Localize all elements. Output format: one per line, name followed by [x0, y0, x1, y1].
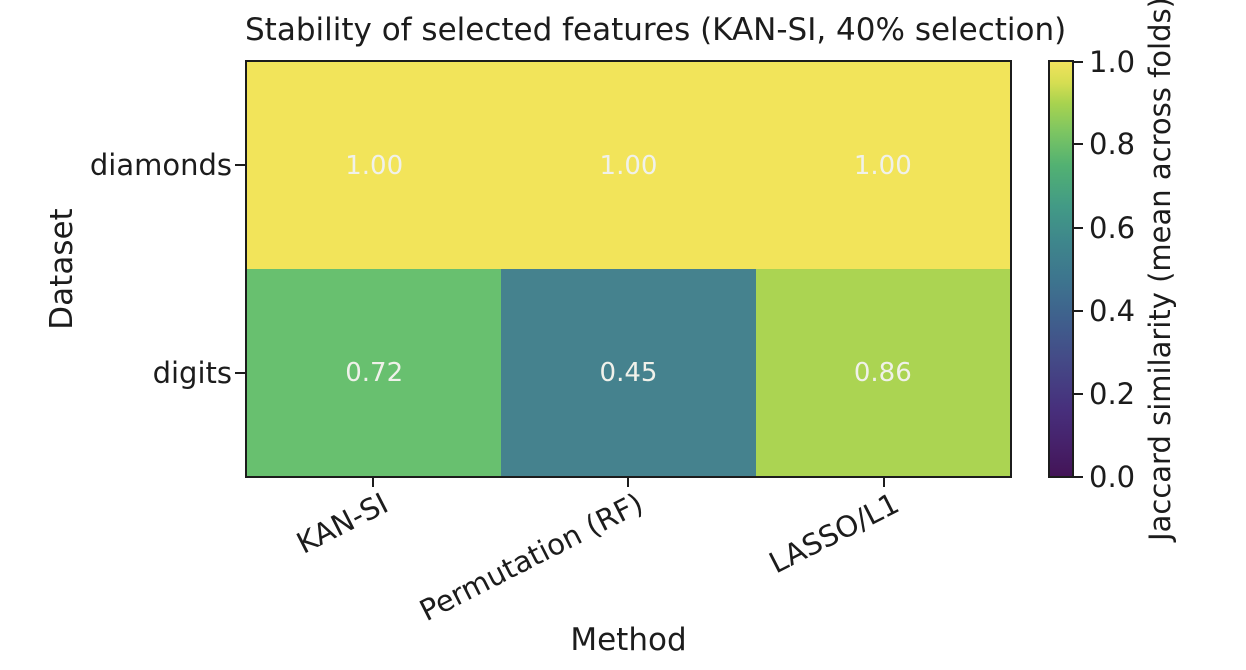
y-tick-label-digits: digits: [152, 356, 232, 390]
cell-value: 0.45: [599, 357, 658, 388]
y-tick-mark-diamonds: [235, 164, 245, 166]
x-tick-mark-kansi: [372, 478, 374, 487]
heatmap-plot-area: 1.00 1.00 1.00 0.72 0.45 0.86: [245, 60, 1012, 478]
colorbar-tick-mark-1_0: [1074, 61, 1083, 63]
y-tick-label-diamonds: diamonds: [89, 148, 232, 182]
colorbar-tick-mark-0_0: [1074, 476, 1083, 478]
chart-title: Stability of selected features (KAN-SI, …: [245, 12, 1067, 48]
colorbar-tick-mark-0_4: [1074, 310, 1083, 312]
heatmap-cell-diamonds-kansi: 1.00: [247, 62, 502, 269]
colorbar-tick-mark-0_6: [1074, 227, 1083, 229]
cell-value: 1.00: [599, 150, 658, 181]
colorbar-tick-label-1_0: 1.0: [1089, 45, 1136, 79]
colorbar-tick-label-0_6: 0.6: [1089, 211, 1136, 245]
heatmap-cell-diamonds-lasso: 1.00: [755, 62, 1010, 269]
cell-value: 1.00: [345, 150, 404, 181]
colorbar-tick-label-0_8: 0.8: [1089, 127, 1136, 161]
cell-value: 0.86: [853, 357, 912, 388]
colorbar-axis-title: Jaccard similarity (mean across folds): [1143, 0, 1177, 541]
x-tick-mark-lasso: [883, 478, 885, 487]
colorbar-tick-mark-0_8: [1074, 143, 1083, 145]
colorbar-tick-label-0_0: 0.0: [1089, 460, 1136, 494]
heatmap-cell-digits-permutation: 0.45: [501, 269, 756, 476]
x-axis-title: Method: [570, 622, 687, 658]
colorbar-gradient: [1048, 60, 1074, 478]
heatmap-cell-digits-lasso: 0.86: [755, 269, 1010, 476]
heatmap-cell-digits-kansi: 0.72: [247, 269, 502, 476]
y-tick-mark-digits: [235, 372, 245, 374]
y-axis-title: Dataset: [44, 208, 80, 330]
colorbar-tick-label-0_2: 0.2: [1089, 377, 1136, 411]
cell-value: 0.72: [345, 357, 404, 388]
cell-value: 1.00: [853, 150, 912, 181]
heatmap-cell-diamonds-permutation: 1.00: [501, 62, 756, 269]
colorbar-tick-label-0_4: 0.4: [1089, 294, 1136, 328]
colorbar-tick-mark-0_2: [1074, 393, 1083, 395]
x-tick-mark-permutation: [627, 478, 629, 487]
